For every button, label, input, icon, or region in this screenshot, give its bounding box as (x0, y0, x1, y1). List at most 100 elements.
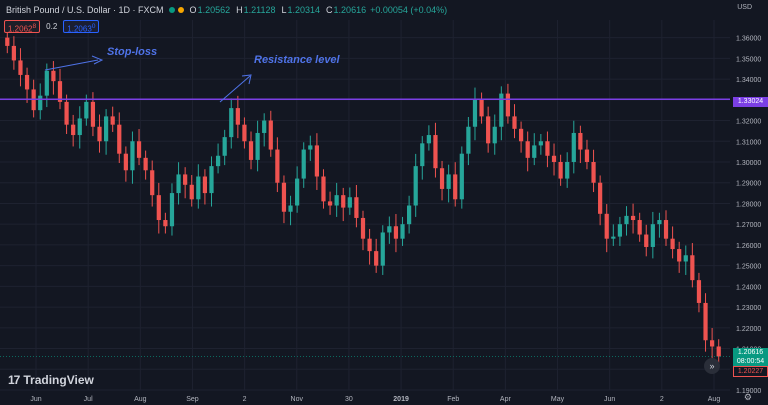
y-tick-label: 1.26000 (736, 243, 761, 250)
candle (90, 101, 96, 127)
candle (518, 128, 524, 142)
candle (341, 195, 346, 208)
currency-label[interactable]: USD (737, 4, 752, 11)
candle (565, 161, 570, 179)
y-tick-label: 1.22000 (736, 326, 761, 333)
candle (598, 182, 603, 214)
resistance-annotation[interactable]: Resistance level (254, 54, 340, 66)
x-tick-label: Jul (84, 396, 93, 403)
resistance-price-tag: 1.33024 (733, 97, 768, 107)
candle (683, 255, 688, 262)
candle (327, 201, 333, 206)
sell-price: 1.2062 (8, 24, 33, 34)
candle (690, 255, 695, 281)
candle (433, 135, 438, 169)
x-tick-label: 30 (345, 396, 353, 403)
trade-buttons: 1.20628 0.2 1.20630 (4, 20, 100, 34)
candle (321, 176, 326, 202)
x-tick-label: Aug (708, 396, 721, 403)
candle (426, 135, 431, 144)
low-value: 1.20314 (287, 5, 321, 15)
candle (650, 224, 655, 247)
scroll-to-realtime-icon[interactable]: » (704, 358, 720, 374)
candle (354, 197, 359, 218)
symbol-title[interactable]: British Pound / U.S. Dollar · 1D · FXCM (6, 5, 164, 15)
ask-price-tag: 1.20227 (733, 366, 768, 377)
y-tick-label: 1.25000 (736, 264, 761, 271)
candle (630, 215, 636, 221)
candle (532, 145, 537, 158)
candle (57, 81, 63, 102)
candle (189, 184, 194, 200)
candle (301, 149, 306, 179)
x-tick-label: Sep (186, 396, 199, 403)
candle (710, 340, 715, 347)
high-value: 1.21128 (243, 5, 276, 15)
y-tick-label: 1.27000 (736, 222, 761, 229)
candle (663, 220, 669, 239)
candle (314, 145, 319, 177)
x-tick-label: May (551, 396, 565, 403)
candle (38, 95, 43, 111)
resistance-arrow (219, 75, 251, 103)
candle (97, 126, 102, 142)
y-tick-label: 1.29000 (736, 181, 761, 188)
bar-countdown: 08:00:54 (736, 358, 765, 365)
last-price: 1.20616 (737, 349, 764, 356)
buy-price-sup: 0 (91, 23, 96, 30)
candle (413, 166, 418, 206)
candle (611, 236, 616, 239)
candle (136, 141, 142, 158)
y-tick-label: 1.36000 (736, 36, 761, 43)
y-tick-label: 1.30000 (736, 160, 761, 167)
candle (281, 182, 287, 212)
candle (84, 101, 89, 119)
candle (11, 45, 16, 61)
y-tick-label: 1.28000 (736, 201, 761, 208)
candle (380, 232, 385, 266)
tradingview-logo[interactable]: 17 TradingView (8, 373, 94, 387)
y-tick-label: 1.31000 (736, 139, 761, 146)
candle (466, 126, 471, 154)
candle (196, 176, 201, 200)
candle (453, 174, 458, 200)
candle (393, 226, 399, 239)
candle (407, 205, 412, 225)
candle (459, 153, 464, 200)
buy-button[interactable]: 1.20630 (63, 20, 100, 34)
candle (472, 99, 478, 127)
candle (268, 120, 273, 150)
candle (420, 143, 425, 167)
x-tick-label: Nov (291, 396, 304, 403)
candle (525, 141, 530, 158)
last-price-tag: 1.20616 08:00:54 (733, 348, 768, 366)
candle (202, 176, 208, 194)
candle (143, 157, 148, 171)
open-value: 1.20562 (197, 5, 231, 15)
stop-loss-annotation[interactable]: Stop-loss (107, 46, 158, 58)
x-tick-label: 2019 (393, 396, 409, 403)
data-status-icon (177, 7, 184, 13)
candle (479, 99, 484, 117)
candle (644, 234, 649, 247)
stop-loss-arrow-head (91, 55, 104, 65)
candle (169, 193, 175, 227)
candle (360, 217, 366, 239)
candle (18, 60, 23, 75)
candle (604, 213, 609, 239)
candle (624, 215, 629, 225)
sell-button[interactable]: 1.20628 (4, 20, 41, 34)
x-tick-label: 2 (660, 396, 664, 403)
candle (176, 174, 181, 194)
candle (677, 249, 682, 262)
candle (156, 195, 161, 221)
candle (703, 302, 708, 341)
candle (51, 70, 56, 82)
candle (103, 116, 109, 142)
stop-loss-arrow (44, 59, 99, 71)
candle (235, 108, 240, 125)
gear-icon[interactable]: ⚙ (743, 392, 752, 402)
candle (334, 195, 339, 206)
candle (123, 153, 128, 171)
